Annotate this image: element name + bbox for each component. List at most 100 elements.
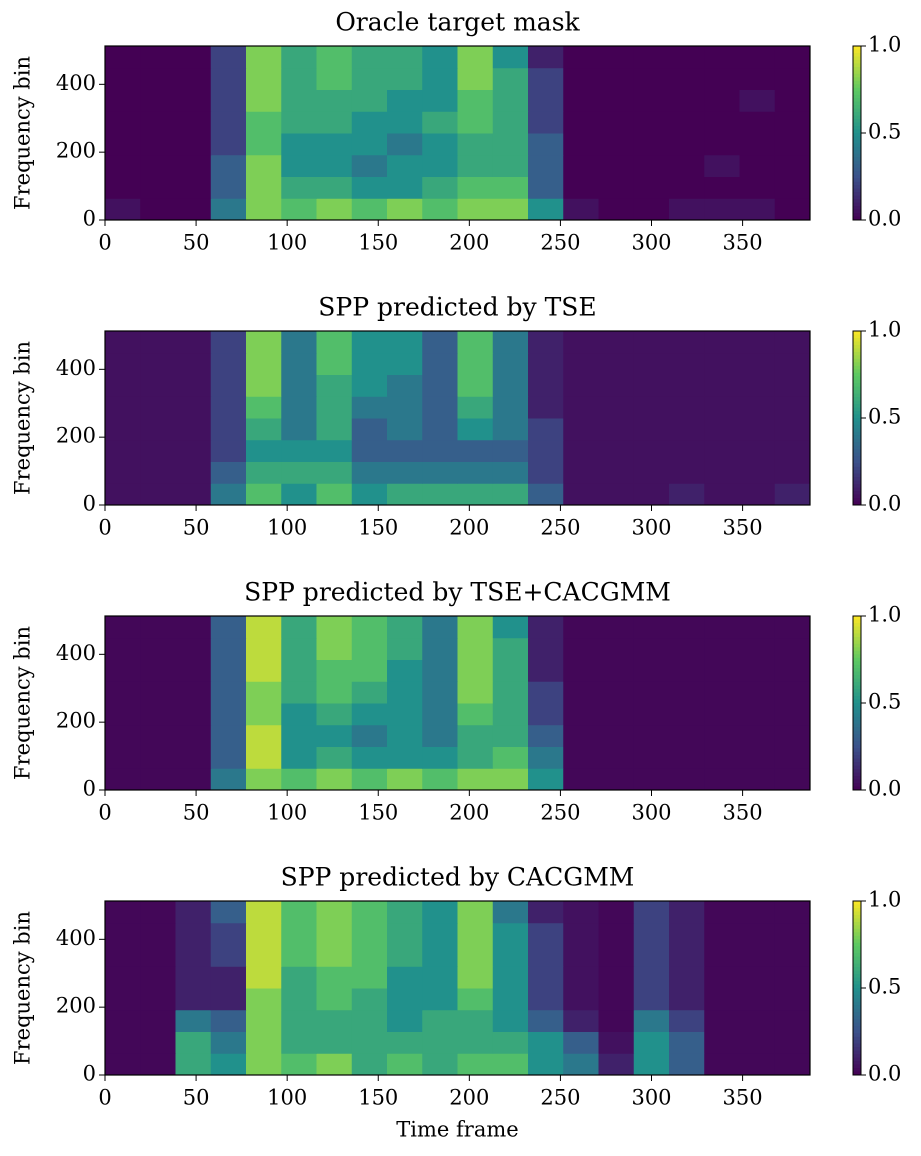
heatmap-cell (457, 922, 494, 945)
heatmap-cell (598, 154, 635, 177)
heatmap-cell (105, 352, 141, 375)
heatmap-cell (351, 331, 388, 354)
x-tick-label: 0 (98, 801, 111, 825)
colorbar-step (853, 946, 861, 951)
heatmap-cell (704, 331, 740, 354)
colorbar-step (853, 484, 861, 489)
heatmap-cell (175, 637, 212, 660)
colorbar-step (853, 1040, 861, 1045)
heatmap-cell (105, 439, 141, 462)
colorbar-step (853, 963, 861, 968)
heatmap-cell (351, 1031, 388, 1054)
colorbar-step (853, 171, 861, 176)
heatmap-cell (563, 1009, 599, 1032)
colorbar-step (853, 407, 861, 412)
colorbar-step (853, 1008, 861, 1013)
heatmap-cell (457, 154, 494, 177)
colorbar-step (853, 647, 861, 652)
heatmap-cell (387, 461, 423, 484)
heatmap-cell (246, 67, 282, 90)
heatmap-cell (528, 89, 564, 112)
colorbar-step (853, 755, 861, 760)
heatmap-cell (175, 176, 212, 199)
heatmap-cell (281, 1009, 317, 1032)
heatmap-cell (528, 724, 564, 747)
heatmap-cell (457, 944, 494, 967)
heatmap-cell (739, 111, 776, 134)
heatmap-cell (105, 724, 141, 747)
heatmap-cell (105, 966, 141, 989)
x-tick-label: 50 (183, 516, 210, 540)
colorbar-step (853, 379, 861, 384)
colorbar-tick-label: 0.5 (868, 975, 901, 999)
colorbar-step (853, 108, 861, 113)
heatmap-cell (563, 133, 599, 156)
heatmap-cell (774, 374, 811, 397)
heatmap-cell (351, 944, 388, 967)
heatmap-cell (563, 396, 599, 419)
heatmap-cell (210, 724, 247, 747)
colorbar-step (853, 932, 861, 937)
colorbar-step (853, 650, 861, 655)
colorbar-step (853, 901, 861, 905)
heatmap-cell (140, 483, 176, 506)
heatmap-cell (246, 1009, 282, 1032)
heatmap-cell (669, 1009, 705, 1032)
colorbar-step (853, 720, 861, 725)
colorbar-step (853, 209, 861, 214)
heatmap-cell (598, 111, 635, 134)
heatmap-cell (105, 396, 141, 419)
heatmap-cell (774, 1053, 811, 1076)
colorbar-step (853, 122, 861, 127)
heatmap-cell (457, 374, 494, 397)
colorbar-step (853, 636, 861, 641)
heatmap-cell (210, 111, 247, 134)
heatmap-cell (739, 331, 776, 354)
heatmap-cell (774, 922, 811, 945)
colorbar-step (853, 1057, 861, 1062)
heatmap-cell (246, 439, 282, 462)
heatmap-cell (422, 396, 458, 419)
heatmap-cell (457, 703, 494, 726)
heatmap-cell (704, 659, 740, 682)
colorbar-step (853, 741, 861, 746)
heatmap-cell (492, 133, 529, 156)
heatmap-cell (669, 374, 705, 397)
heatmap-cell (105, 681, 141, 704)
heatmap-cell (281, 1031, 317, 1054)
heatmap-cell (492, 681, 529, 704)
heatmap-cell (633, 374, 670, 397)
colorbar-step (853, 146, 861, 151)
heatmap-cell (492, 89, 529, 112)
heatmap-cell (669, 768, 705, 791)
heatmap-cell (351, 483, 388, 506)
heatmap-cell (246, 703, 282, 726)
colorbar-step (853, 112, 861, 117)
colorbar-step (853, 188, 861, 193)
heatmap-cell (246, 1031, 282, 1054)
heatmap-cell (105, 1031, 141, 1054)
heatmap-cell (140, 768, 176, 791)
heatmap-cell (633, 418, 670, 441)
heatmap-cell (105, 67, 141, 90)
heatmap-cell (422, 133, 458, 156)
heatmap-cell (281, 746, 317, 769)
heatmap-cell (175, 46, 212, 69)
heatmap-cell (457, 89, 494, 112)
heatmap-cell (704, 1053, 740, 1076)
heatmap-cell (492, 461, 529, 484)
heatmap-cell (598, 483, 635, 506)
heatmap-cell (316, 418, 353, 441)
heatmap-cell (704, 111, 740, 134)
heatmap-cell (105, 768, 141, 791)
heatmap-cell (246, 133, 282, 156)
colorbar-step (853, 143, 861, 148)
heatmap-cell (351, 133, 388, 156)
heatmap-cell (457, 1031, 494, 1054)
heatmap-cell (140, 681, 176, 704)
heatmap-cell (739, 746, 776, 769)
y-axis-label: Frequency bin (11, 911, 35, 1065)
heatmap-cell (492, 1009, 529, 1032)
colorbar-step (853, 723, 861, 728)
colorbar-step (853, 487, 861, 492)
